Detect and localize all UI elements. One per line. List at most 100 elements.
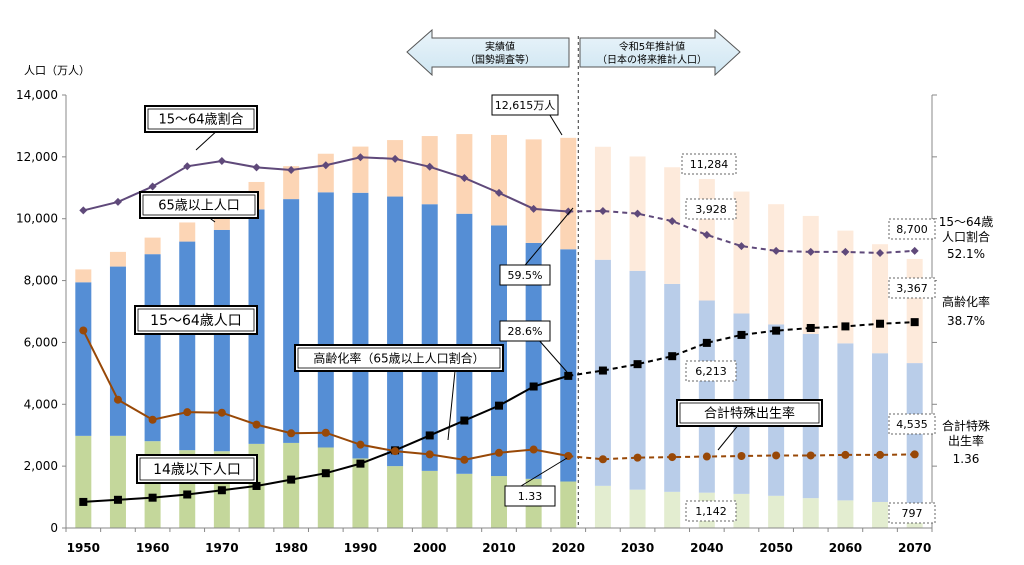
fertility-rate-point xyxy=(217,408,226,417)
x-tick-label: 1960 xyxy=(136,541,169,555)
bar-under15 xyxy=(594,485,611,528)
ratio15-64-point xyxy=(356,153,365,162)
label-under15-box xyxy=(136,454,258,484)
bar-over65 xyxy=(594,146,611,260)
annotation-ratio-2020: 59.5% xyxy=(508,269,543,282)
ratio15-64-point xyxy=(737,242,746,251)
x-tick-label: 1980 xyxy=(274,541,307,555)
label-over65: 65歳以上人口 xyxy=(158,199,240,214)
aging-rate-point xyxy=(841,322,850,331)
ratio15-64-point xyxy=(806,247,815,256)
annotation-working-2070: 4,535 xyxy=(896,418,928,431)
x-tick-label: 2040 xyxy=(690,541,723,555)
bar-under15 xyxy=(456,473,473,528)
bar-working-age xyxy=(283,199,300,443)
bar-working-age xyxy=(872,353,889,502)
aging-rate-point xyxy=(564,371,573,380)
ratio15-64-point xyxy=(910,246,919,255)
aging-rate-point xyxy=(79,497,88,506)
right-ratio-title: 15～64歳人口割合 xyxy=(939,215,994,244)
label-under15: 14歳以下人口 xyxy=(153,462,241,478)
ratio15-64-point xyxy=(287,166,296,175)
bar-under15 xyxy=(317,447,334,528)
ratio15-64-point xyxy=(564,207,573,216)
period-actual-label: 実績値（国勢調査等） xyxy=(465,40,535,66)
aging-rate-point xyxy=(356,459,365,468)
bar-over65 xyxy=(75,269,92,283)
bar-under15 xyxy=(802,498,819,528)
x-tick-label: 2010 xyxy=(482,541,515,555)
label-aging-rate: 高齢化率（65歳以上人口割合） xyxy=(313,350,484,365)
bar-working-age xyxy=(109,266,126,436)
aging-rate-point xyxy=(598,366,607,375)
right-fertility-title: 合計特殊出生率 xyxy=(942,418,990,448)
bar-working-age xyxy=(144,254,161,442)
ratio15-64-point xyxy=(79,206,88,215)
fertility-rate-point xyxy=(841,450,850,459)
aging-rate-point xyxy=(702,338,711,347)
fertility-rate-point xyxy=(356,440,365,449)
right-aging-value: 38.7% xyxy=(947,314,985,328)
ratio15-64-point xyxy=(876,248,885,257)
bar-under15 xyxy=(352,458,369,528)
bar-under15 xyxy=(837,500,854,528)
leader-line xyxy=(547,111,563,136)
y-tick-label: 14,000 xyxy=(16,88,58,102)
y-tick-label: 6,000 xyxy=(24,335,58,349)
annotation-working-2040-box xyxy=(685,360,737,382)
annotation-working-2040: 6,213 xyxy=(695,365,727,378)
bar-over65 xyxy=(491,134,507,226)
fertility-rate-point xyxy=(806,451,815,460)
ratio15-64-point xyxy=(460,173,469,182)
bar-working-age xyxy=(213,229,230,452)
bar-over65 xyxy=(560,137,577,250)
ratio15-64-point xyxy=(183,162,192,171)
bar-over65 xyxy=(906,258,923,364)
aging-rate-point xyxy=(287,475,296,484)
aging-rate-point xyxy=(876,319,885,328)
aging-rate-point xyxy=(183,490,192,499)
fertility-rate-point xyxy=(668,453,677,462)
leader-line xyxy=(447,370,456,441)
fertility-rate-point xyxy=(252,420,261,429)
bar-over65 xyxy=(698,179,715,301)
label-over65-box xyxy=(139,191,259,219)
label-fertility-rate: 合計特殊出生率 xyxy=(704,406,795,422)
bar-over65 xyxy=(837,230,854,344)
bar-under15 xyxy=(491,476,507,528)
bar-working-age xyxy=(352,192,369,459)
y-tick-label: 0 xyxy=(50,521,58,535)
fertility-rate-point xyxy=(633,453,642,462)
aging-rate-point xyxy=(772,326,781,335)
ratio15-64-point xyxy=(148,182,157,191)
fertility-rate-point xyxy=(425,450,434,459)
bar-under15 xyxy=(421,470,438,528)
ratio15-64-point xyxy=(113,197,122,206)
ratio15-64-point xyxy=(598,206,607,215)
label-ratio15-64: 15～64歳割合 xyxy=(158,112,243,128)
ratio15-64-point xyxy=(217,156,226,165)
annotation-working-2070-box xyxy=(888,413,936,435)
label-ratio15-64-box-inner xyxy=(147,108,255,130)
y-tick-label: 2,000 xyxy=(24,459,58,473)
label-ratio15-64-box xyxy=(144,105,258,133)
annotation-over65-2040-box xyxy=(685,198,737,220)
bar-over65 xyxy=(456,134,473,214)
annotation-under15-2040: 1,142 xyxy=(695,505,727,518)
bar-over65 xyxy=(525,139,542,243)
bar-working-age xyxy=(837,343,854,501)
x-tick-label: 2060 xyxy=(829,541,862,555)
x-tick-label: 2070 xyxy=(898,541,931,555)
fertility-rate-point xyxy=(495,448,503,457)
bar-over65 xyxy=(768,204,785,325)
leader-line xyxy=(520,207,574,271)
fertility-rate-point xyxy=(391,447,400,456)
bar-working-age xyxy=(75,282,92,436)
bar-working-age xyxy=(317,192,334,448)
arrow-projection xyxy=(579,28,741,77)
period-projection-label: 令和5年推計値（日本の将来推計人口） xyxy=(597,40,707,66)
aging-rate-point xyxy=(806,323,815,332)
ratio15-64-point xyxy=(495,188,503,197)
fertility-rate-point xyxy=(113,395,122,404)
fertility-rate-point xyxy=(702,452,711,461)
